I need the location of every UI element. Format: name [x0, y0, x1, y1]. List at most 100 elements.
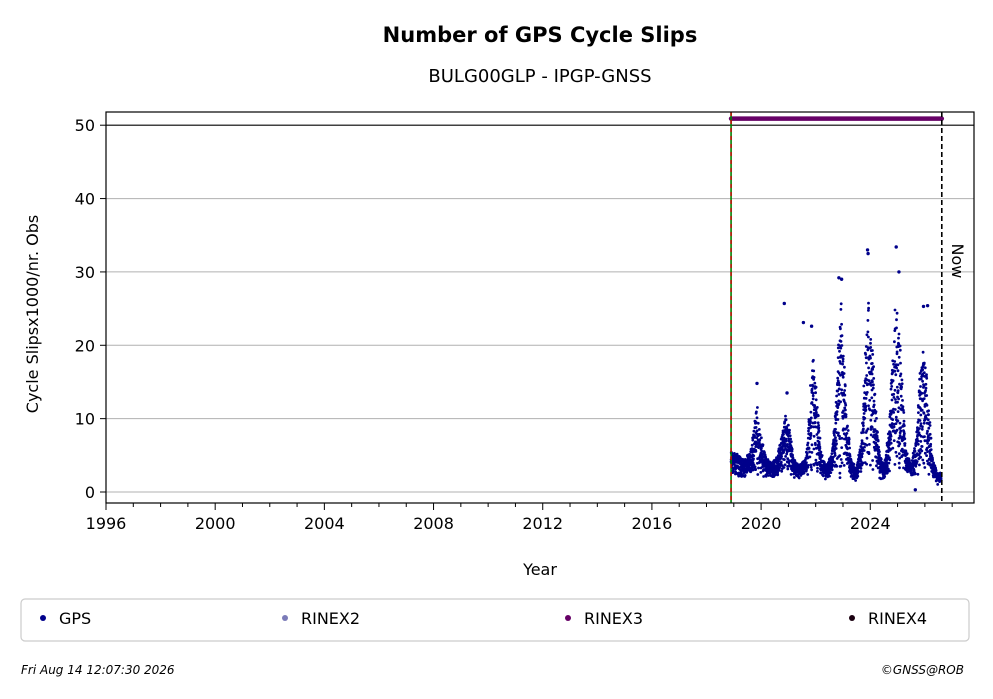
gps-point — [903, 442, 907, 445]
gps-point — [807, 447, 811, 450]
gps-point — [869, 338, 873, 341]
gps-point — [819, 450, 823, 454]
gps-point — [887, 456, 891, 460]
gps-point — [926, 429, 929, 433]
gps-point — [841, 393, 845, 397]
gps-point — [894, 363, 898, 367]
gps-point — [874, 441, 878, 445]
gps-point — [839, 362, 842, 365]
gps-point — [874, 410, 878, 414]
gps-point — [755, 429, 759, 433]
gps-point — [814, 398, 818, 402]
gps-point — [824, 477, 827, 481]
gps-point — [914, 444, 918, 447]
gps-point — [779, 460, 783, 464]
gps-point — [789, 440, 793, 444]
x-tick-label: 2000 — [195, 514, 236, 533]
y-tick-label: 20 — [75, 336, 95, 355]
gps-point — [867, 404, 870, 408]
gps-point — [835, 464, 839, 468]
gps-point — [869, 433, 873, 437]
gps-point — [879, 457, 883, 461]
gps-point — [936, 483, 940, 486]
gps-point — [929, 442, 933, 446]
gps-point — [811, 397, 815, 401]
y-tick-label: 10 — [75, 410, 95, 429]
gps-point — [843, 393, 847, 397]
gps-point — [841, 357, 845, 361]
gps-point — [895, 326, 898, 330]
gps-point — [815, 411, 818, 414]
grid-lines — [106, 198, 974, 493]
gps-point — [846, 447, 849, 451]
gps-point — [927, 472, 931, 476]
gps-point — [924, 414, 928, 418]
gps-point — [919, 422, 923, 425]
gps-point — [862, 424, 865, 427]
gps-point — [896, 400, 899, 404]
gps-point — [862, 384, 866, 388]
gps-point — [810, 468, 813, 472]
gps-point — [838, 471, 842, 475]
gps-point — [865, 436, 869, 440]
gps-point — [838, 437, 842, 440]
gps-point — [782, 451, 785, 454]
gps-point — [776, 473, 780, 477]
gps-point — [813, 381, 817, 385]
gps-point — [861, 452, 864, 455]
gps-point — [841, 360, 845, 363]
gps-point — [900, 385, 903, 389]
gps-point — [792, 476, 796, 479]
gps-point — [896, 419, 900, 423]
gps-point — [755, 436, 759, 440]
gps-point — [872, 403, 876, 407]
gps-point — [893, 388, 897, 392]
gps-point — [828, 474, 831, 478]
gps-point — [789, 473, 793, 476]
gps-point — [814, 391, 817, 395]
gps-point — [834, 436, 837, 440]
gps-point — [839, 346, 843, 350]
gps-point — [921, 379, 924, 383]
gps-outlier-point — [897, 270, 901, 274]
gps-point — [857, 470, 860, 473]
gps-point — [924, 382, 928, 386]
gps-point — [810, 425, 813, 428]
gps-point — [903, 432, 906, 435]
now-label: Now — [948, 243, 967, 278]
gps-point — [869, 418, 873, 422]
gps-point — [898, 442, 902, 446]
gps-outlier-point — [921, 304, 926, 309]
gps-point — [815, 406, 819, 409]
gps-point — [751, 438, 755, 442]
gps-point — [926, 418, 930, 422]
gps-point — [894, 450, 898, 454]
gps-point — [840, 461, 844, 465]
gps-point — [922, 371, 926, 375]
gps-point — [919, 413, 923, 417]
gps-point — [923, 451, 927, 455]
gps-point — [871, 468, 875, 471]
legend-marker-rinex2 — [282, 615, 288, 621]
gps-point — [926, 441, 929, 445]
gps-point — [878, 471, 882, 474]
gps-point — [866, 348, 870, 352]
gps-point — [757, 428, 761, 431]
gps-point — [921, 425, 924, 429]
gps-point — [839, 302, 843, 306]
gps-point — [913, 450, 917, 453]
gps-point — [835, 413, 839, 416]
gps-point — [818, 436, 822, 440]
gps-point — [867, 335, 870, 339]
gps-point — [925, 373, 928, 377]
gps-point — [869, 356, 872, 360]
gps-point — [808, 455, 812, 459]
gps-point — [838, 454, 842, 457]
gps-point — [836, 418, 840, 421]
gps-point — [887, 443, 891, 447]
gps-point — [875, 436, 879, 440]
gps-point — [894, 422, 898, 425]
gps-point — [883, 475, 887, 478]
gps-point — [866, 330, 870, 334]
